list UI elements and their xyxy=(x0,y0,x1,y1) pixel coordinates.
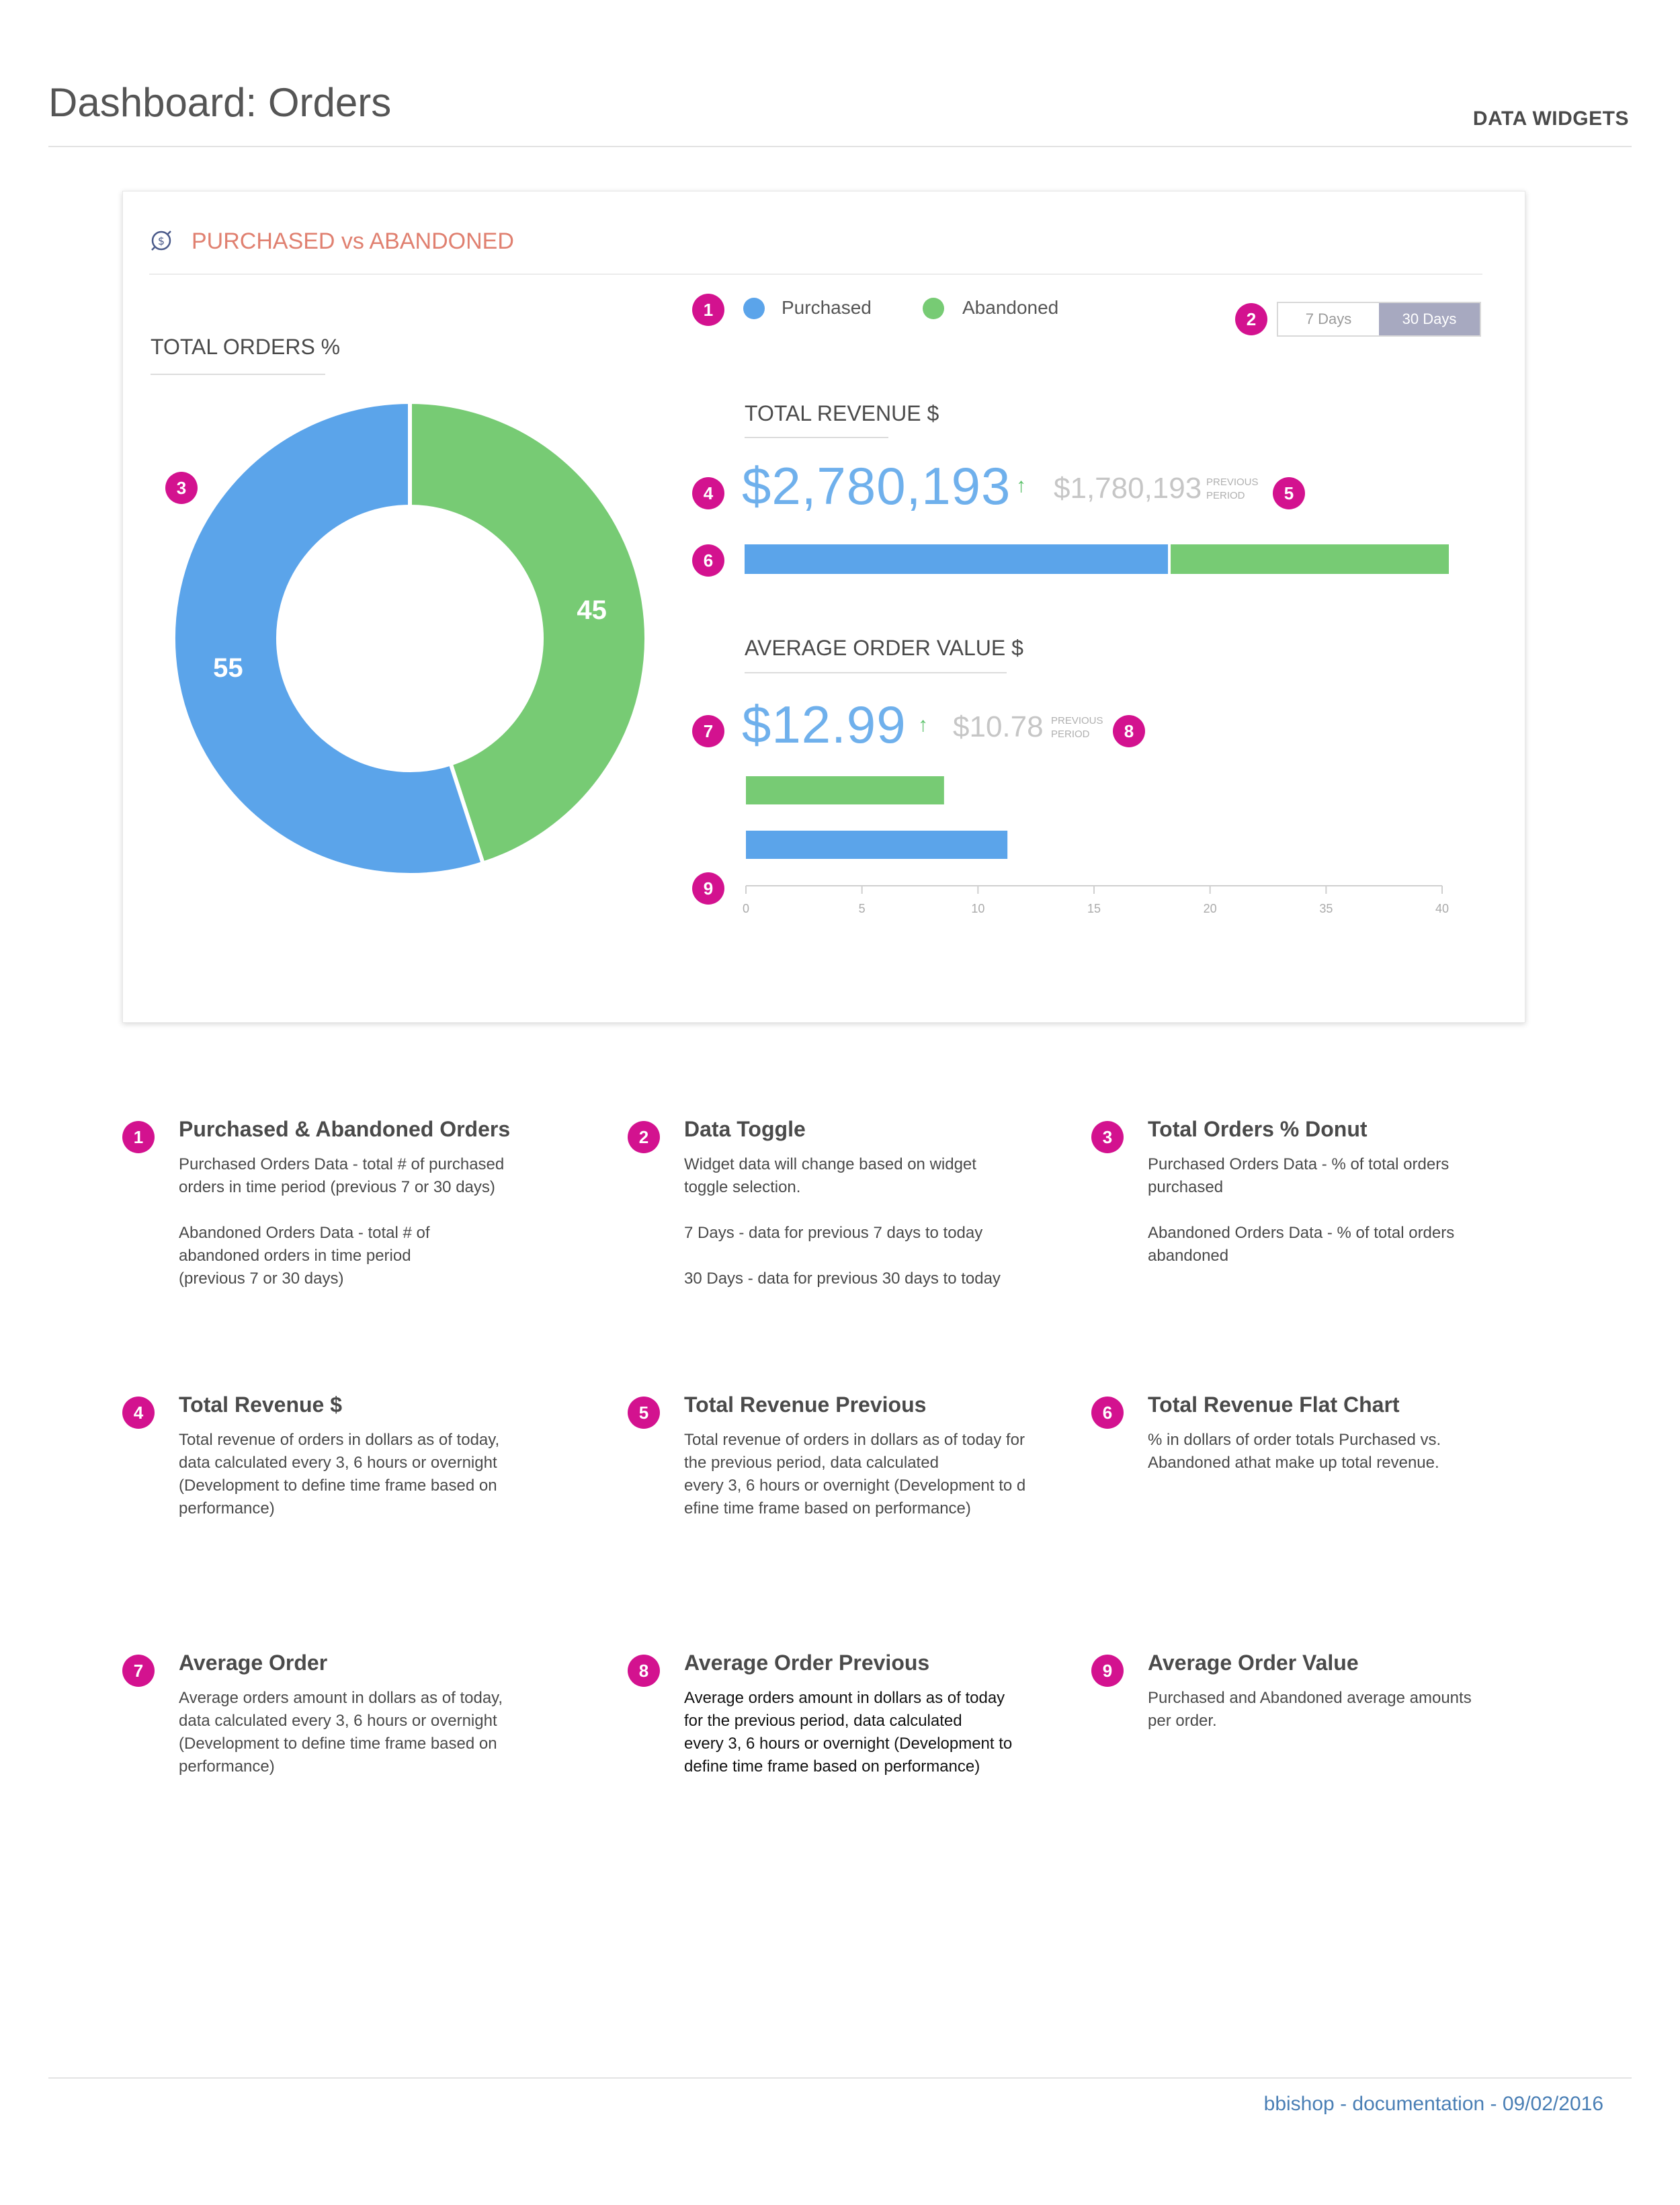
avg-order-bar-purchased xyxy=(746,831,1008,859)
description-title-7: Average Order xyxy=(179,1651,328,1675)
callout-badge-2: 2 xyxy=(1235,303,1267,335)
average-order-previous-period-label: PREVIOUS PERIOD xyxy=(1051,715,1103,740)
callout-badge-8: 8 xyxy=(1113,715,1145,747)
callout-badge-5: 5 xyxy=(1273,477,1305,509)
description-body-7: Average orders amount in dollars as of t… xyxy=(179,1689,503,1776)
description-badge-5: 5 xyxy=(628,1397,660,1429)
total-revenue-previous-value: $1,780,193 xyxy=(1054,472,1202,505)
total-orders-underline xyxy=(151,374,325,375)
description-title-9: Average Order Value xyxy=(1148,1651,1359,1675)
legend-purchased-label: Purchased xyxy=(782,297,872,318)
description-badge-2: 2 xyxy=(628,1121,660,1153)
widget-title-divider xyxy=(149,274,1482,275)
description-body-2: Widget data will change based on widget … xyxy=(684,1155,1001,1288)
description-badge-6: 6 xyxy=(1091,1397,1124,1429)
period-toggle: 7 Days 30 Days xyxy=(1277,302,1481,337)
description-badge-4: 4 xyxy=(122,1397,155,1429)
footer-divider xyxy=(48,2077,1632,2079)
description-title-5: Total Revenue Previous xyxy=(684,1392,927,1417)
toggle-30-days[interactable]: 30 Days xyxy=(1379,303,1480,335)
revenue-bar-abandoned xyxy=(1171,544,1449,574)
legend-abandoned-swatch xyxy=(923,298,944,319)
callout-badge-4: 4 xyxy=(692,477,724,509)
revenue-bar-purchased xyxy=(745,544,1169,574)
total-revenue-previous-period-label: PREVIOUS PERIOD xyxy=(1206,476,1259,501)
avg-order-x-tick-label: 15 xyxy=(1087,902,1101,915)
description-body-3: Purchased Orders Data - % of total order… xyxy=(1148,1155,1455,1265)
legend-purchased-swatch xyxy=(743,298,765,319)
description-title-1: Purchased & Abandoned Orders xyxy=(179,1117,511,1141)
page-category-label: DATA WIDGETS xyxy=(1472,108,1629,130)
average-order-value-bar-chart: 0 5 10 15 20 35 40 xyxy=(743,776,1449,915)
description-body-9: Purchased and Abandoned average amounts … xyxy=(1148,1689,1472,1730)
description-title-4: Total Revenue $ xyxy=(179,1392,343,1417)
avg-order-x-tick-label: 40 xyxy=(1435,902,1449,915)
total-revenue-value: $2,780,193 xyxy=(742,456,1011,515)
money-cycle-icon: $ xyxy=(151,231,171,251)
avg-order-x-tick-label: 0 xyxy=(743,902,749,915)
description-badge-3: 3 xyxy=(1091,1121,1124,1153)
total-revenue-flat-chart xyxy=(745,544,1449,574)
description-badge-9: 9 xyxy=(1091,1655,1124,1687)
description-title-2: Data Toggle xyxy=(684,1117,806,1141)
average-order-value-underline xyxy=(745,672,1007,673)
donut-label-purchased: 55 xyxy=(213,653,243,683)
description-badge-1: 1 xyxy=(122,1121,155,1153)
total-orders-label: TOTAL ORDERS % xyxy=(151,335,341,359)
average-order-up-arrow-icon: ↑ xyxy=(918,714,928,736)
average-order-value: $12.99 xyxy=(742,695,907,754)
avg-order-bar-abandoned xyxy=(746,776,944,804)
widget-title: PURCHASED vs ABANDONED xyxy=(192,228,514,254)
description-title-8: Average Order Previous xyxy=(684,1651,930,1675)
legend-abandoned-label: Abandoned xyxy=(962,297,1059,318)
footer-credit: bbishop - documentation - 09/02/2016 xyxy=(1263,2093,1603,2115)
donut-slice-purchased xyxy=(171,399,486,877)
toggle-7-days[interactable]: 7 Days xyxy=(1278,303,1379,335)
callout-badge-7: 7 xyxy=(692,715,724,747)
average-order-value-label: AVERAGE ORDER VALUE $ xyxy=(745,636,1023,660)
donut-slice-abandoned xyxy=(408,399,648,866)
avg-order-x-tick-label: 5 xyxy=(859,902,866,915)
description-body-6: % in dollars of order totals Purchased v… xyxy=(1148,1431,1441,1472)
avg-order-x-tick-label: 35 xyxy=(1319,902,1333,915)
total-revenue-underline xyxy=(745,437,888,438)
callout-badge-9: 9 xyxy=(692,872,724,905)
callout-badge-1: 1 xyxy=(692,294,724,326)
description-title-3: Total Orders % Donut xyxy=(1148,1117,1368,1141)
total-revenue-up-arrow-icon: ↑ xyxy=(1016,474,1026,497)
page-title: Dashboard: Orders xyxy=(48,80,392,125)
description-body-1: Purchased Orders Data - total # of purch… xyxy=(179,1155,505,1288)
description-badge-7: 7 xyxy=(122,1655,155,1687)
header-divider xyxy=(48,146,1632,147)
total-revenue-label: TOTAL REVENUE $ xyxy=(745,401,939,425)
total-orders-donut-chart: 45 55 xyxy=(171,399,648,877)
callout-badge-6: 6 xyxy=(692,544,724,577)
description-body-5: Total revenue of orders in dollars as of… xyxy=(684,1431,1026,1517)
avg-order-x-tick-label: 10 xyxy=(971,902,984,915)
donut-label-abandoned: 45 xyxy=(577,595,607,625)
svg-text:$: $ xyxy=(158,235,165,247)
description-body-8: Average orders amount in dollars as of t… xyxy=(684,1689,1013,1776)
average-order-previous-value: $10.78 xyxy=(953,710,1044,743)
callout-badge-3: 3 xyxy=(165,472,198,504)
avg-order-x-tick-label: 20 xyxy=(1204,902,1217,915)
description-title-6: Total Revenue Flat Chart xyxy=(1148,1392,1400,1417)
description-badge-8: 8 xyxy=(628,1655,660,1687)
description-body-4: Total revenue of orders in dollars as of… xyxy=(179,1431,500,1517)
